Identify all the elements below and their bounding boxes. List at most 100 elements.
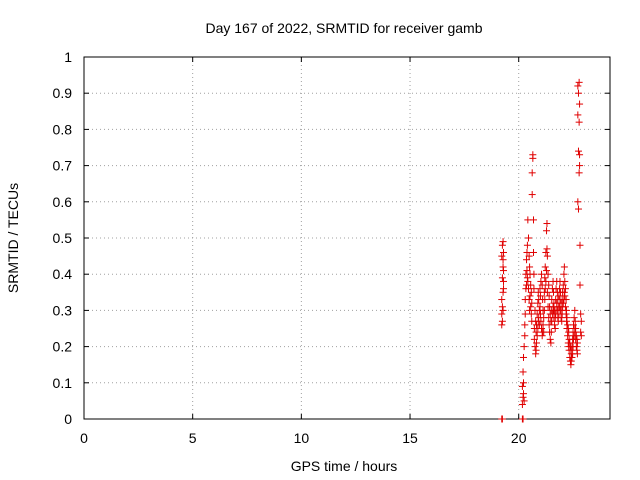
data-point [528, 169, 536, 177]
data-point [533, 339, 541, 347]
data-point [524, 277, 532, 285]
data-point [534, 288, 542, 296]
data-point [523, 256, 531, 264]
data-point [576, 162, 584, 170]
data-point [574, 147, 582, 155]
data-point [567, 357, 575, 365]
x-tick-label: 10 [294, 430, 310, 446]
data-point [574, 89, 582, 97]
data-point [577, 332, 585, 340]
data-point [526, 292, 534, 300]
data-point [499, 248, 507, 256]
data-point [555, 292, 563, 300]
data-point [551, 325, 559, 332]
y-tick-label: 0.8 [53, 121, 73, 137]
chart-title: Day 167 of 2022, SRMTID for receiver gam… [205, 20, 482, 36]
data-point [499, 267, 507, 275]
data-point [541, 296, 549, 304]
data-point [568, 353, 576, 361]
data-point [576, 241, 584, 249]
data-point [557, 314, 565, 322]
axis-ticks: 0 5 10 15 20 0 0.1 0.2 0.3 0.4 0.5 0.6 0.7 0.8 0.9 1 [53, 49, 610, 446]
data-point [534, 299, 542, 307]
data-point [562, 296, 570, 304]
data-point [563, 314, 571, 322]
data-point [498, 303, 506, 311]
data-point [527, 281, 535, 289]
data-point [573, 350, 581, 358]
data-point [541, 285, 549, 293]
data-point [544, 270, 552, 278]
data-point [561, 292, 569, 300]
data-point [561, 277, 569, 285]
data-point [559, 281, 567, 289]
data-point [519, 368, 527, 376]
data-point [551, 321, 559, 329]
data-point [538, 325, 546, 332]
data-point [498, 296, 506, 304]
data-point [537, 317, 545, 325]
data-point [569, 321, 577, 329]
y-tick-label: 0.9 [53, 85, 73, 101]
data-point [575, 78, 583, 86]
data-point [499, 238, 507, 246]
data-point [539, 321, 547, 329]
data-point [576, 281, 584, 289]
data-point [532, 346, 540, 354]
data-point [520, 343, 528, 351]
data-point [577, 310, 585, 318]
data-point [498, 321, 506, 329]
data-point [541, 263, 549, 271]
data-point [572, 343, 580, 351]
data-point [518, 401, 526, 409]
data-point [561, 303, 569, 311]
data-point [574, 198, 582, 206]
data-point [499, 256, 507, 264]
data-point [543, 227, 551, 235]
data-point [499, 306, 507, 314]
data-point [499, 277, 507, 285]
data-point [498, 415, 506, 423]
data-point [542, 277, 550, 285]
data-point [523, 241, 531, 249]
y-tick-label: 0.3 [53, 302, 73, 318]
data-point [532, 328, 540, 336]
data-point [528, 299, 536, 307]
x-tick-label: 5 [189, 430, 197, 446]
data-point [521, 332, 529, 340]
x-tick-label: 0 [80, 430, 88, 446]
data-point [570, 314, 578, 322]
data-point [571, 317, 579, 325]
data-point [556, 285, 564, 293]
data-point [529, 248, 537, 256]
data-point [521, 310, 529, 318]
grid [84, 57, 610, 419]
y-axis-label: SRMTID / TECUs [5, 183, 21, 293]
data-point [499, 285, 507, 293]
data-point [523, 267, 531, 275]
data-point [518, 382, 526, 390]
data-point [572, 325, 580, 332]
data-point [519, 390, 527, 398]
data-point [538, 270, 546, 278]
data-point [545, 292, 553, 300]
data-point [530, 285, 538, 293]
y-tick-label: 0.5 [53, 230, 73, 246]
data-point [538, 281, 546, 289]
data-point [575, 118, 583, 126]
data-point [529, 216, 537, 224]
data-point [543, 252, 551, 260]
data-point [543, 220, 551, 228]
y-tick-label: 0 [64, 411, 72, 427]
x-axis-label: GPS time / hours [291, 458, 398, 474]
data-point [543, 245, 551, 253]
data-point [541, 274, 549, 282]
data-point [529, 151, 537, 159]
y-tick-label: 0.7 [53, 158, 73, 174]
data-point [540, 306, 548, 314]
data-point [576, 100, 584, 108]
data-point [524, 234, 532, 242]
data-point [545, 281, 553, 289]
data-point [498, 241, 506, 249]
